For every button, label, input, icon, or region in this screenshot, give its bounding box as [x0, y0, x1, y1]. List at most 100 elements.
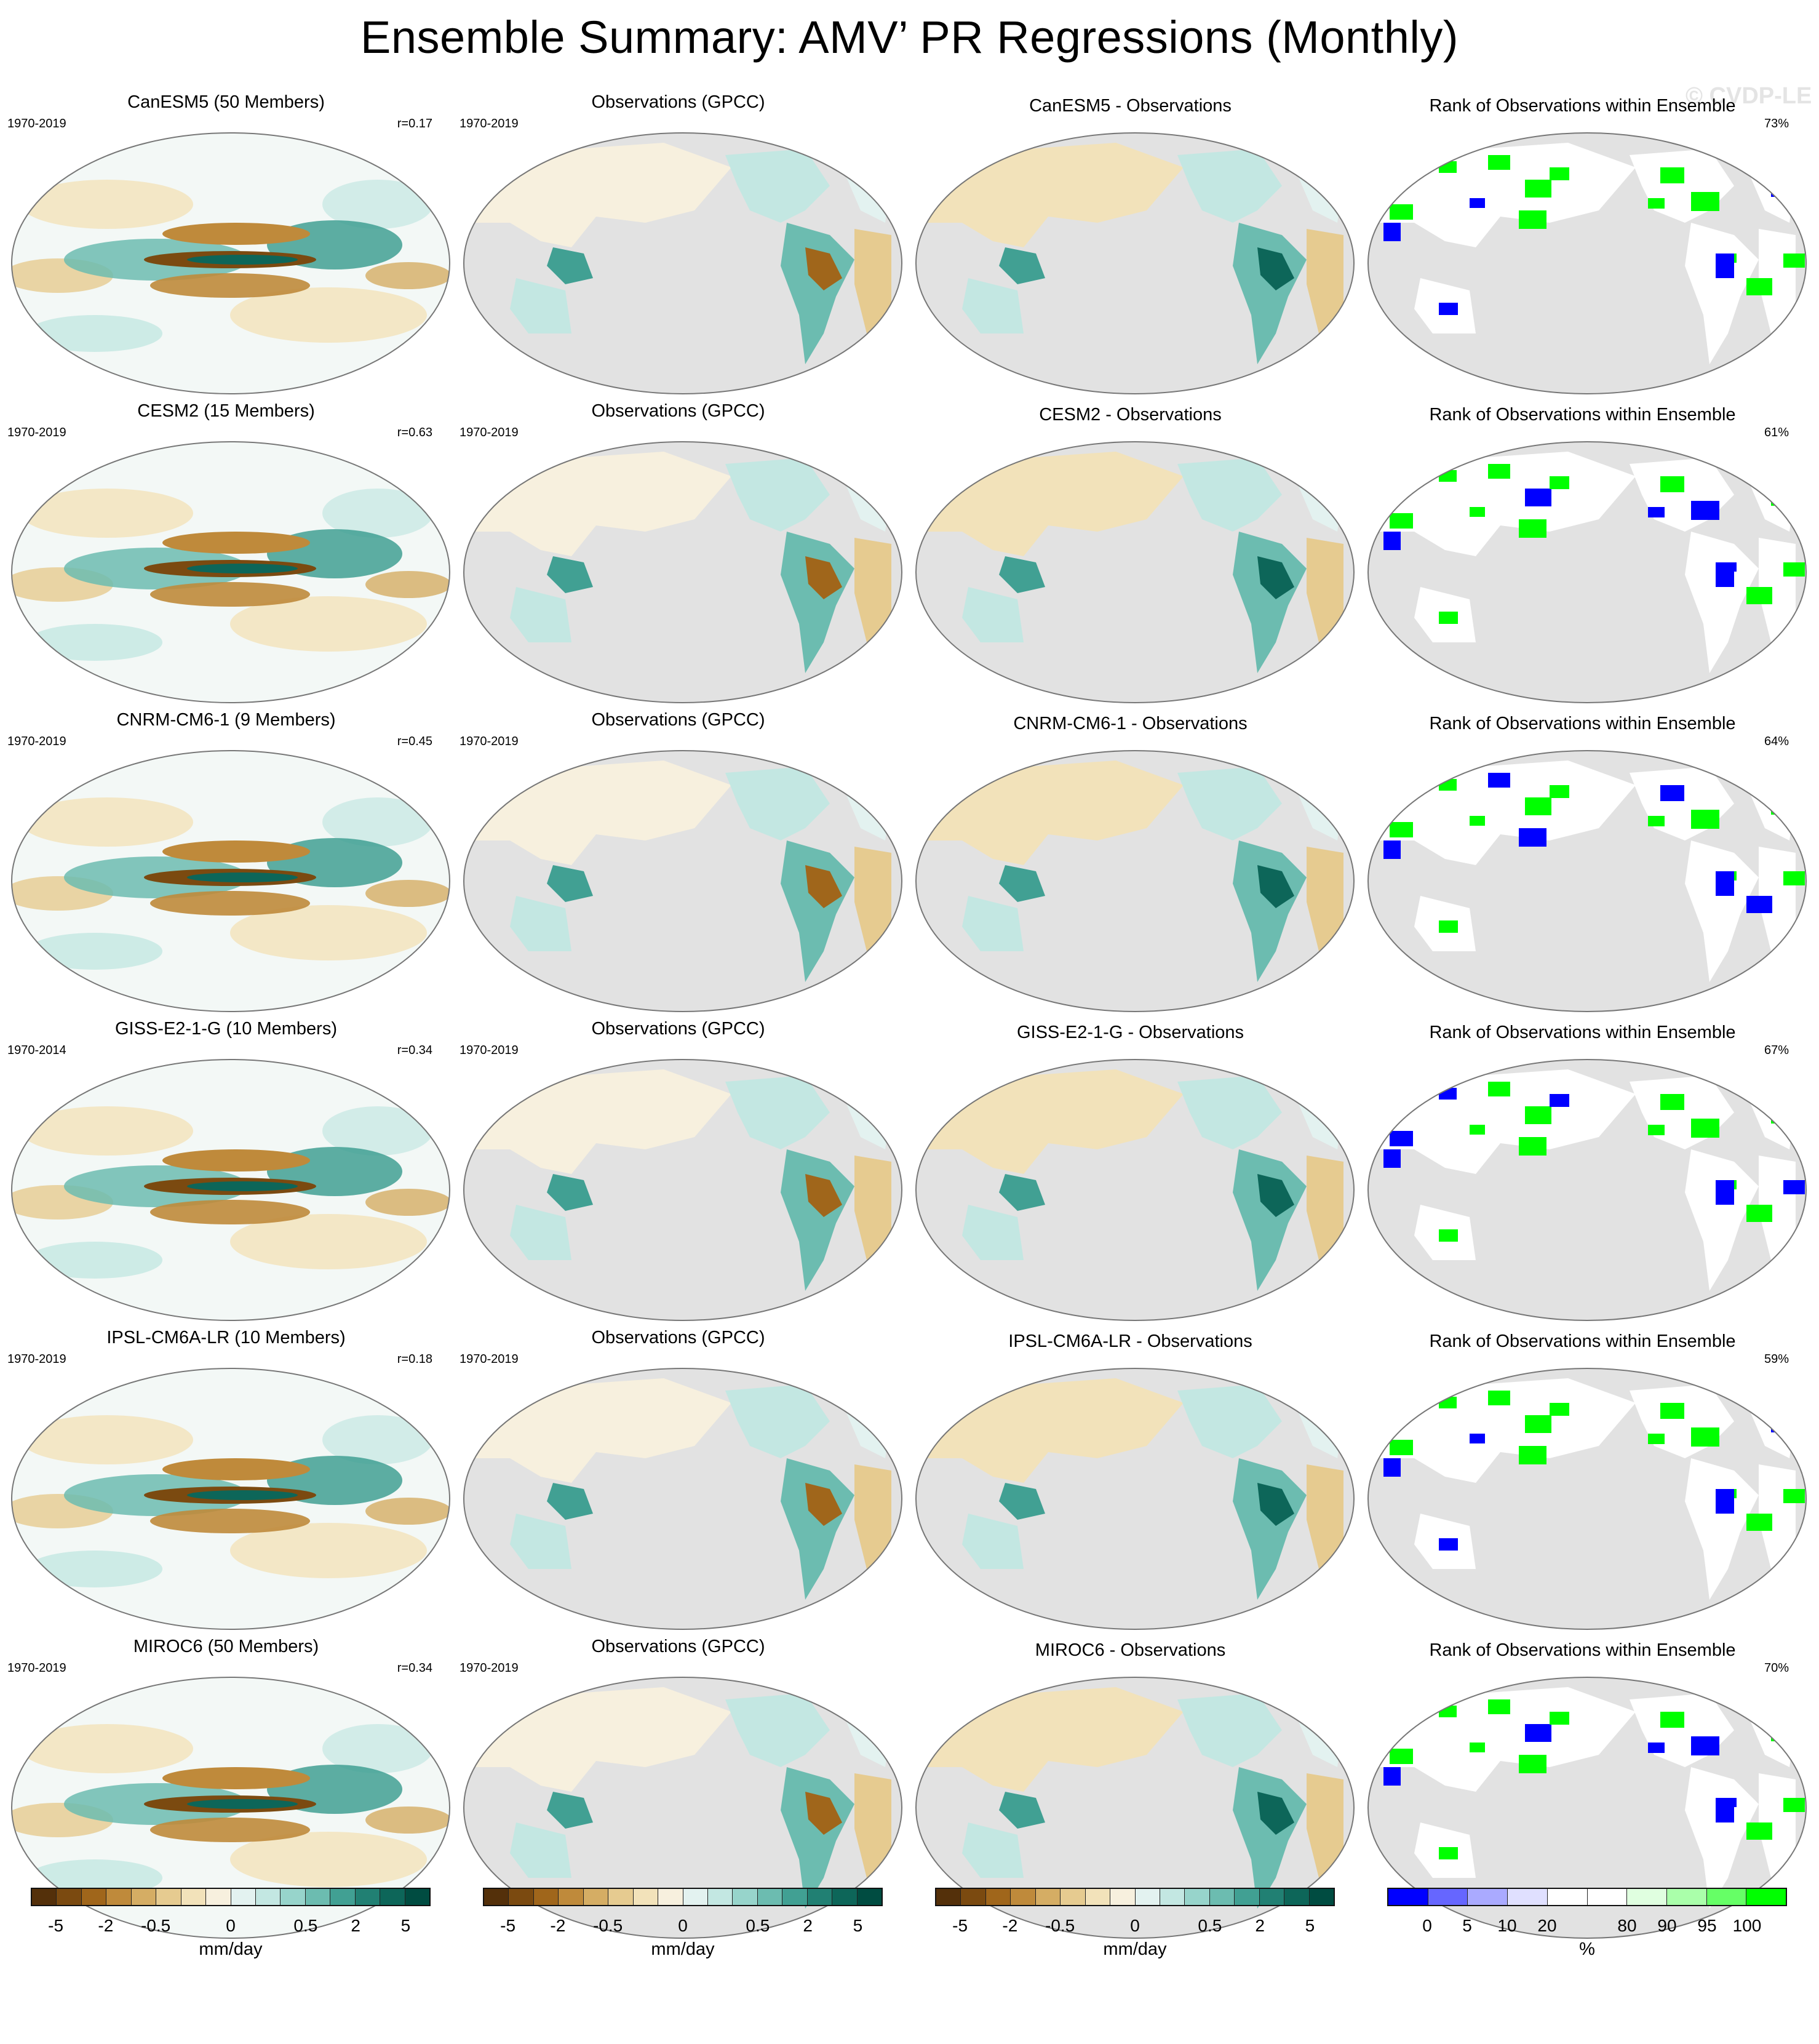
model-map: [9, 748, 453, 1014]
colorbar-cell: [305, 1889, 331, 1905]
colorbar-cell: [1508, 1889, 1548, 1905]
rank-map: [1365, 439, 1809, 705]
rank-percent: 70%: [1764, 1661, 1789, 1675]
colorbar-cell: [206, 1889, 231, 1905]
colorbar-cell: [255, 1889, 281, 1905]
colorbar-cell: [1706, 1889, 1747, 1905]
rank-percent: 73%: [1764, 117, 1789, 130]
colorbar-tick-label: 2: [351, 1916, 360, 1935]
colorbar-tick-label: 95: [1697, 1916, 1717, 1935]
rank-map: [1365, 748, 1809, 1014]
colorbar-tick-label: 5: [853, 1916, 863, 1935]
colorbar-rank: 0 5 10 20 80 90 95 100%: [1387, 1888, 1787, 1962]
colorbar-tick-label: -5: [952, 1916, 968, 1935]
colorbar-tick-label: -0.5: [593, 1916, 623, 1935]
observations-map: [461, 748, 905, 1014]
colorbar-tick-label: 5: [400, 1916, 411, 1935]
rank-percent: 64%: [1764, 735, 1789, 748]
difference-map: [913, 1057, 1357, 1323]
pattern-correlation: r=0.17: [397, 117, 432, 130]
model-map: [9, 1057, 453, 1323]
colorbar-tick-label: 0.5: [293, 1916, 318, 1935]
colorbar-cell: [106, 1889, 132, 1905]
colorbar-tick-label: -5: [48, 1916, 64, 1935]
observations-panel: Observations (GPCC) 1970-2019: [452, 1328, 904, 1635]
difference-map: [913, 748, 1357, 1014]
observations-years: 1970-2019: [460, 1352, 519, 1366]
colorbar-tick-label: 100: [1732, 1916, 1762, 1935]
colorbar-cell: [1309, 1889, 1334, 1905]
panel-row: CESM2 (15 Members) 1970-2019 r=0.63 Obse…: [0, 401, 1819, 709]
colorbar-cell: [1468, 1889, 1508, 1905]
rank-panel: Rank of Observations within Ensemble 61%: [1356, 401, 1809, 709]
pattern-correlation: r=0.18: [397, 1352, 432, 1366]
rank-map: [1365, 1057, 1809, 1323]
observations-panel: Observations (GPCC) 1970-2019: [452, 710, 904, 1018]
colorbar-cell: [857, 1889, 882, 1905]
difference-panel: CanESM5 - Observations: [904, 92, 1356, 400]
model-panel: GISS-E2-1-G (10 Members) 1970-2014 r=0.3…: [0, 1019, 452, 1327]
colorbar-cell: [1547, 1889, 1588, 1905]
difference-panel-title: IPSL-CM6A-LR - Observations: [1008, 1331, 1252, 1351]
observations-panel-title: Observations (GPCC): [591, 401, 765, 421]
colorbar-tick-label: 5: [1305, 1916, 1315, 1935]
difference-map: [913, 439, 1357, 705]
difference-panel: CNRM-CM6-1 - Observations: [904, 710, 1356, 1018]
colorbar-cell: [1135, 1889, 1160, 1905]
difference-panel: CESM2 - Observations: [904, 401, 1356, 709]
observations-panel-title: Observations (GPCC): [591, 92, 765, 112]
colorbar-cell: [807, 1889, 833, 1905]
colorbar-cell: [961, 1889, 986, 1905]
colorbar-observations: -5 -2 -0.5 0 0.5 2 5 mm/day: [483, 1888, 883, 1962]
colorbar-unit-label: mm/day: [199, 1939, 263, 1959]
model-panel-title: GISS-E2-1-G (10 Members): [115, 1019, 337, 1039]
colorbar-cell: [81, 1889, 107, 1905]
colorbar-tick-label: 80: [1617, 1916, 1637, 1935]
colorbar-unit-label: mm/day: [1103, 1939, 1167, 1959]
colorbar-cell: [1110, 1889, 1136, 1905]
model-years: 1970-2019: [7, 735, 66, 748]
colorbar-difference: -5 -2 -0.5 0 0.5 2 5 mm/day: [935, 1888, 1335, 1962]
colorbar-cell: [832, 1889, 858, 1905]
observations-years: 1970-2019: [460, 1661, 519, 1675]
colorbar-cell: [533, 1889, 559, 1905]
colorbar-tick-label: -5: [500, 1916, 516, 1935]
colorbar-cell: [1284, 1889, 1310, 1905]
observations-panel-title: Observations (GPCC): [591, 1328, 765, 1347]
rank-panel-title: Rank of Observations within Ensemble: [1429, 1640, 1736, 1660]
colorbar-tick-label: -2: [550, 1916, 566, 1935]
rank-panel-title: Rank of Observations within Ensemble: [1429, 714, 1736, 733]
colorbar-cell: [484, 1889, 509, 1905]
pattern-correlation: r=0.45: [397, 735, 432, 748]
colorbar-cells: [1387, 1888, 1787, 1906]
rank-percent: 67%: [1764, 1044, 1789, 1057]
colorbar-tick-label: -0.5: [1045, 1916, 1075, 1935]
colorbar-cell: [608, 1889, 634, 1905]
colorbar-tick-label: 0.5: [1198, 1916, 1222, 1935]
colorbar-cell: [1587, 1889, 1628, 1905]
colorbar-cell: [131, 1889, 157, 1905]
observations-years: 1970-2019: [460, 1044, 519, 1057]
observations-map: [461, 1366, 905, 1632]
observations-panel-title: Observations (GPCC): [591, 710, 765, 730]
colorbar-tick-label: -2: [98, 1916, 114, 1935]
colorbar-cell: [707, 1889, 733, 1905]
colorbar-cell: [936, 1889, 961, 1905]
difference-panel-title: CanESM5 - Observations: [1029, 96, 1232, 116]
panel-row: CanESM5 (50 Members) 1970-2019 r=0.17 Ob…: [0, 92, 1819, 400]
panel-row: GISS-E2-1-G (10 Members) 1970-2014 r=0.3…: [0, 1019, 1819, 1327]
observations-panel-title: Observations (GPCC): [591, 1019, 765, 1039]
rank-percent: 59%: [1764, 1352, 1789, 1366]
rank-panel-title: Rank of Observations within Ensemble: [1429, 1023, 1736, 1042]
colorbar-tick-label: -0.5: [141, 1916, 171, 1935]
colorbar-cell: [1185, 1889, 1210, 1905]
difference-panel-title: MIROC6 - Observations: [1035, 1640, 1226, 1660]
colorbar-cell: [583, 1889, 609, 1905]
rank-panel-title: Rank of Observations within Ensemble: [1429, 405, 1736, 425]
colorbar-cell: [1209, 1889, 1235, 1905]
observations-panel: Observations (GPCC) 1970-2019: [452, 92, 904, 400]
colorbar-cell: [355, 1889, 381, 1905]
colorbar-tick-label: 5: [1462, 1916, 1472, 1935]
colorbar-cells: [935, 1888, 1335, 1906]
observations-map: [461, 1057, 905, 1323]
